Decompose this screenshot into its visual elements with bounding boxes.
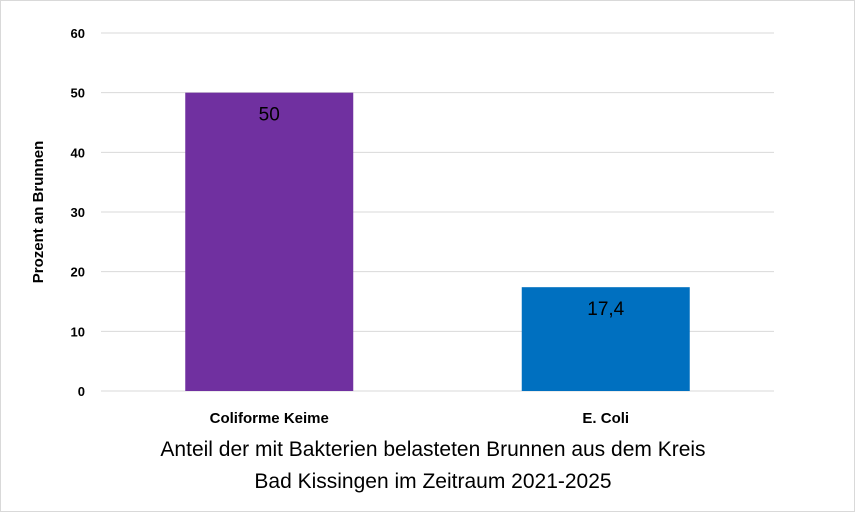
data-label: 50 [259,105,280,126]
data-label: 17,4 [587,299,624,320]
y-tick-label: 60 [71,26,85,41]
y-tick-label: 20 [71,265,85,280]
category-label: Coliforme Keime [210,410,329,427]
bar-0 [185,92,354,392]
bar-1 [521,287,690,391]
y-tick-label: 40 [71,145,85,160]
y-tick-label: 30 [71,205,85,220]
bars: 50 17,4 [185,92,690,392]
y-tick-label: 0 [78,384,85,399]
chart-title-line-1: Anteil der mit Bakterien belasteten Brun… [160,438,705,461]
category-labels: Coliforme Keime E. Coli [210,410,629,427]
category-label: E. Coli [582,410,629,427]
y-axis-label: Prozent an Brunnen [30,141,47,284]
chart-title-line-2: Bad Kissingen im Zeitraum 2021-2025 [254,470,611,493]
y-tick-label: 50 [71,86,85,101]
y-tick-label: 10 [71,324,85,339]
y-tick-labels: 0 10 20 30 40 50 60 [71,26,85,399]
